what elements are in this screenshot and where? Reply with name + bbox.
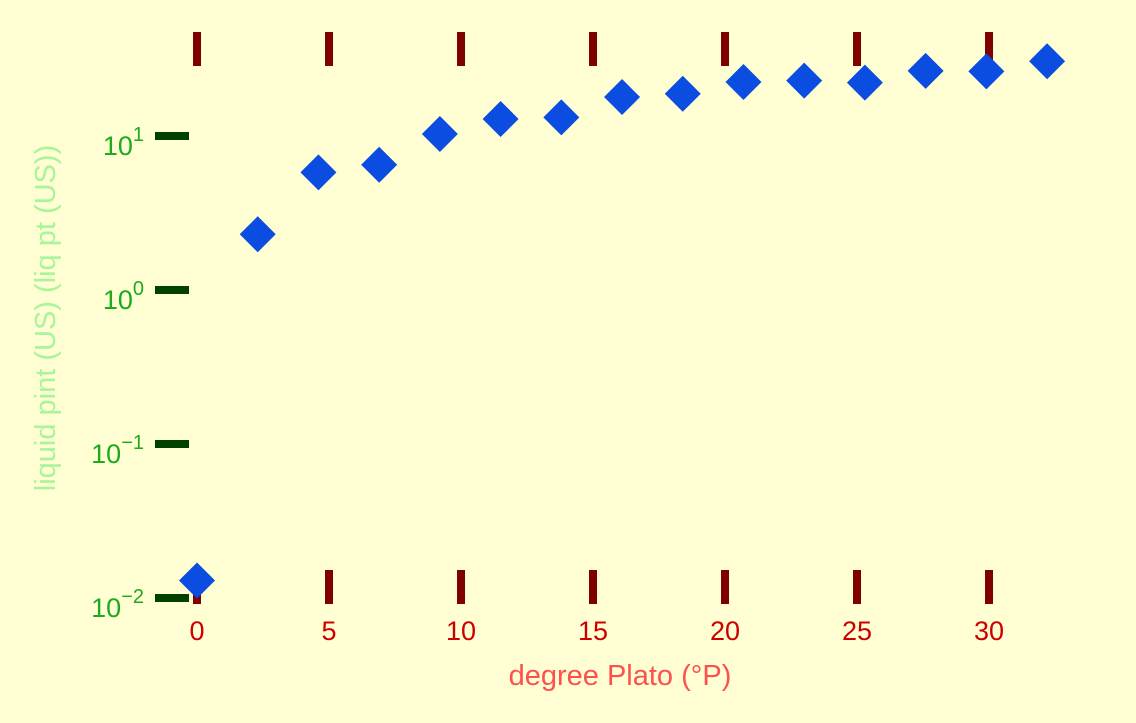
y-tick-label-exponent: 0 [133, 278, 144, 300]
y-tick-label-exponent: 1 [133, 124, 144, 146]
data-point [1029, 43, 1066, 80]
x-tick-top-20 [721, 32, 729, 66]
x-ticks-top [193, 32, 993, 66]
x-tick-label: 25 [842, 616, 872, 646]
x-tick-top-15 [589, 32, 597, 66]
x-tick-bottom-5 [325, 570, 333, 604]
y-tick-label-exponent: −2 [121, 586, 144, 608]
data-point [239, 216, 276, 253]
x-tick-bottom-25 [853, 570, 861, 604]
data-point [300, 154, 337, 191]
y-tick-label: 10−1 [91, 432, 144, 469]
data-point [664, 75, 701, 112]
x-tick-label: 0 [189, 616, 204, 646]
x-tick-labels: 0 5 10 15 20 25 30 [189, 616, 1004, 646]
x-tick-bottom-20 [721, 570, 729, 604]
x-tick-top-10 [457, 32, 465, 66]
y-tick-label-base: 10 [103, 131, 133, 161]
data-point [421, 116, 458, 153]
data-point [482, 100, 519, 137]
data-points [179, 43, 1066, 599]
y-tick-−2 [155, 594, 189, 602]
y-tick-label: 100 [103, 278, 144, 315]
x-axis-label: degree Plato (°P) [509, 660, 732, 692]
data-point [968, 53, 1005, 90]
y-tick-label: 10−2 [91, 586, 144, 623]
x-tick-label: 15 [578, 616, 608, 646]
data-point [786, 62, 823, 99]
data-point [846, 64, 883, 101]
x-tick-top-30 [985, 32, 993, 66]
y-tick-label-base: 10 [91, 439, 121, 469]
x-tick-label: 30 [974, 616, 1004, 646]
data-point [179, 562, 215, 599]
y-tick-0 [155, 286, 189, 294]
x-tick-bottom-15 [589, 570, 597, 604]
x-tick-label: 10 [446, 616, 476, 646]
y-axis-label: liquid pint (US) (liq pt (US)) [30, 145, 62, 491]
y-tick-1 [155, 132, 189, 140]
data-point [604, 79, 641, 116]
x-tick-bottom-10 [457, 570, 465, 604]
y-ticks [155, 132, 189, 602]
y-tick-label-base: 10 [91, 593, 121, 623]
data-point [725, 64, 762, 101]
x-tick-top-5 [325, 32, 333, 66]
data-point [543, 99, 580, 136]
data-point [907, 52, 944, 89]
x-tick-top-25 [853, 32, 861, 66]
x-tick-bottom-30 [985, 570, 993, 604]
data-point [361, 146, 398, 183]
x-tick-label: 5 [321, 616, 336, 646]
y-tick-label-exponent: −1 [121, 432, 144, 454]
y-tick-label-base: 10 [103, 285, 133, 315]
x-tick-label: 20 [710, 616, 740, 646]
y-tick-label: 101 [103, 124, 144, 161]
x-tick-top-0 [193, 32, 201, 66]
y-tick-−1 [155, 440, 189, 448]
x-ticks-bottom [193, 570, 993, 604]
